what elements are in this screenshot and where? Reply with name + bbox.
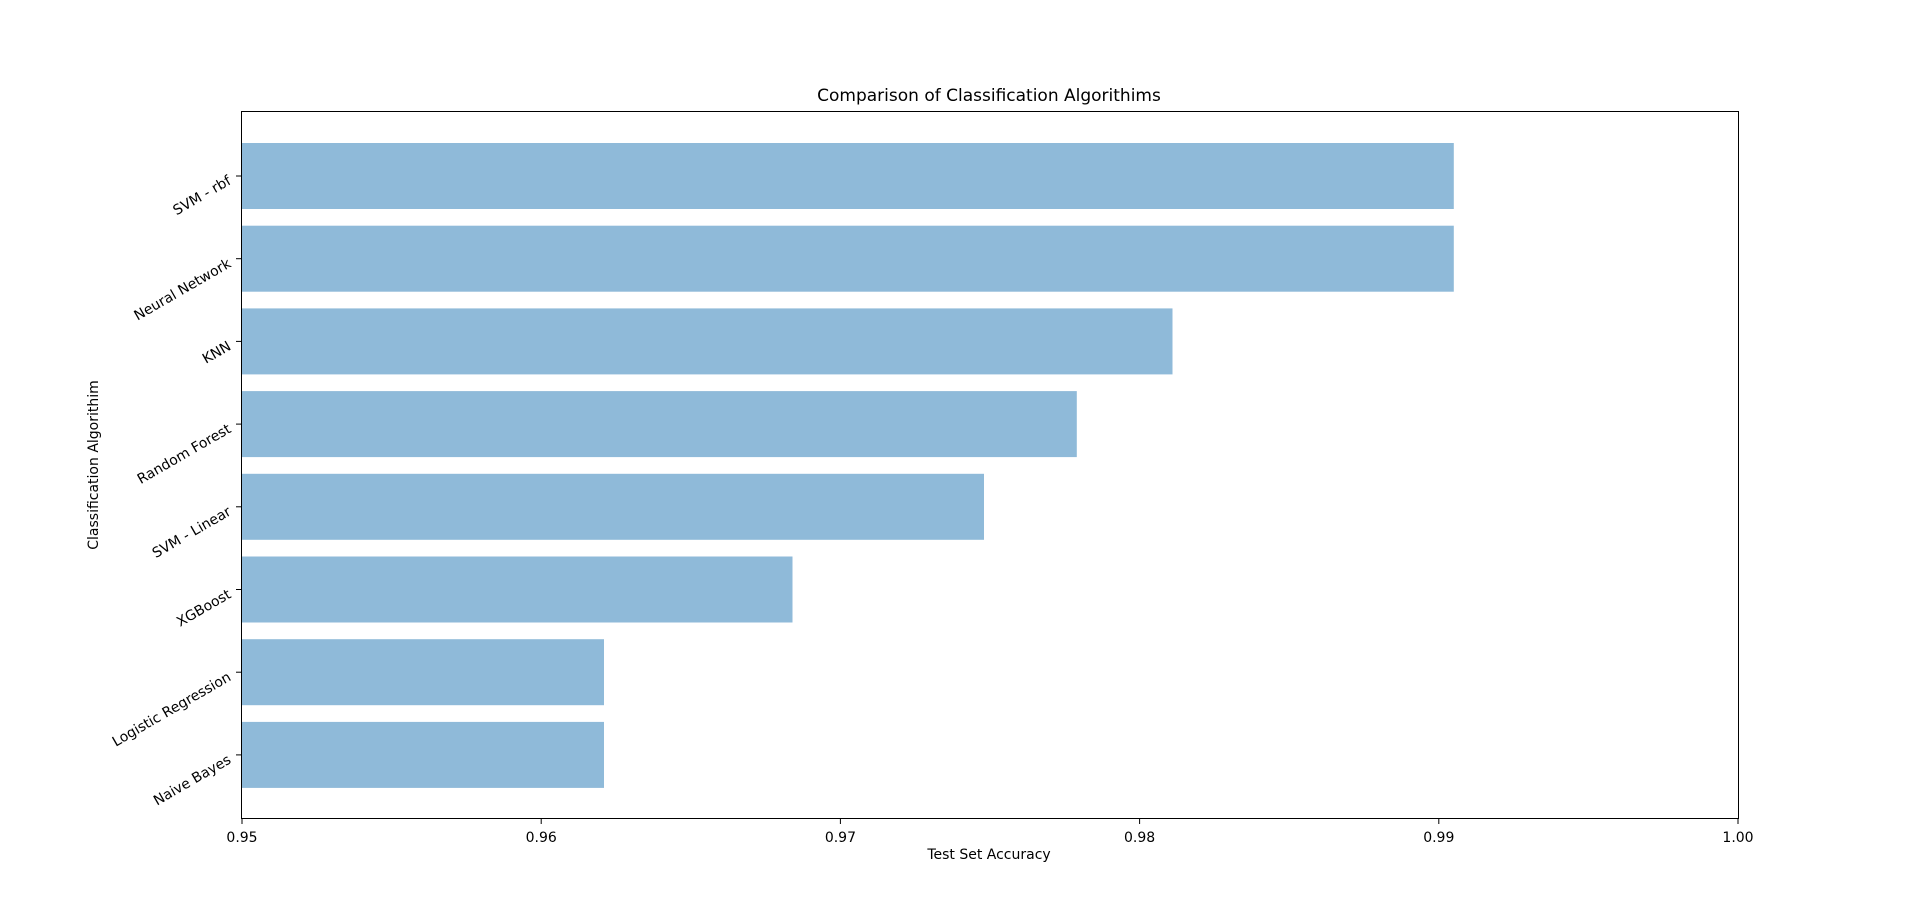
bar-random-forest [242, 391, 1077, 458]
y-axis-ticks: SVM - rbf Neural Network KNN Random Forest S… [110, 173, 242, 809]
bar-svm-linear [242, 473, 984, 540]
bar-neural-network [242, 225, 1454, 292]
y-axis-label: Classification Algorithim [86, 380, 102, 550]
y-tick-label: SVM - Linear [150, 504, 234, 562]
y-tick-label: KNN [200, 338, 234, 367]
y-tick-label: XGBoost [174, 586, 234, 630]
x-tick-label: 0.96 [526, 830, 557, 846]
x-tick-label: 0.95 [226, 830, 257, 846]
x-axis-label: Test Set Accuracy [926, 847, 1050, 863]
bar-logistic-regression [242, 639, 604, 706]
plot-frame [241, 111, 1739, 819]
x-axis-ticks: 0.95 0.96 0.97 0.98 0.99 1.00 [226, 818, 1754, 846]
y-tick-label: Neural Network [132, 255, 235, 324]
bars-group [242, 143, 1454, 788]
bar-xgboost [242, 556, 793, 623]
x-tick-label: 0.98 [1124, 830, 1155, 846]
y-tick-label: Logistic Regression [110, 669, 234, 750]
bar-naive-bayes [242, 721, 604, 788]
y-tick-label: Random Forest [135, 421, 235, 488]
y-tick-label: SVM - rbf [171, 173, 235, 219]
y-tick-label: Naive Bayes [151, 752, 234, 809]
bar-knn [242, 308, 1173, 375]
x-tick-label: 1.00 [1722, 830, 1753, 846]
x-tick-label: 0.97 [825, 830, 856, 846]
x-tick-label: 0.99 [1423, 830, 1454, 846]
bar-svm-rbf [242, 143, 1454, 209]
chart-title: Comparison of Classification Algorithims [817, 86, 1161, 106]
